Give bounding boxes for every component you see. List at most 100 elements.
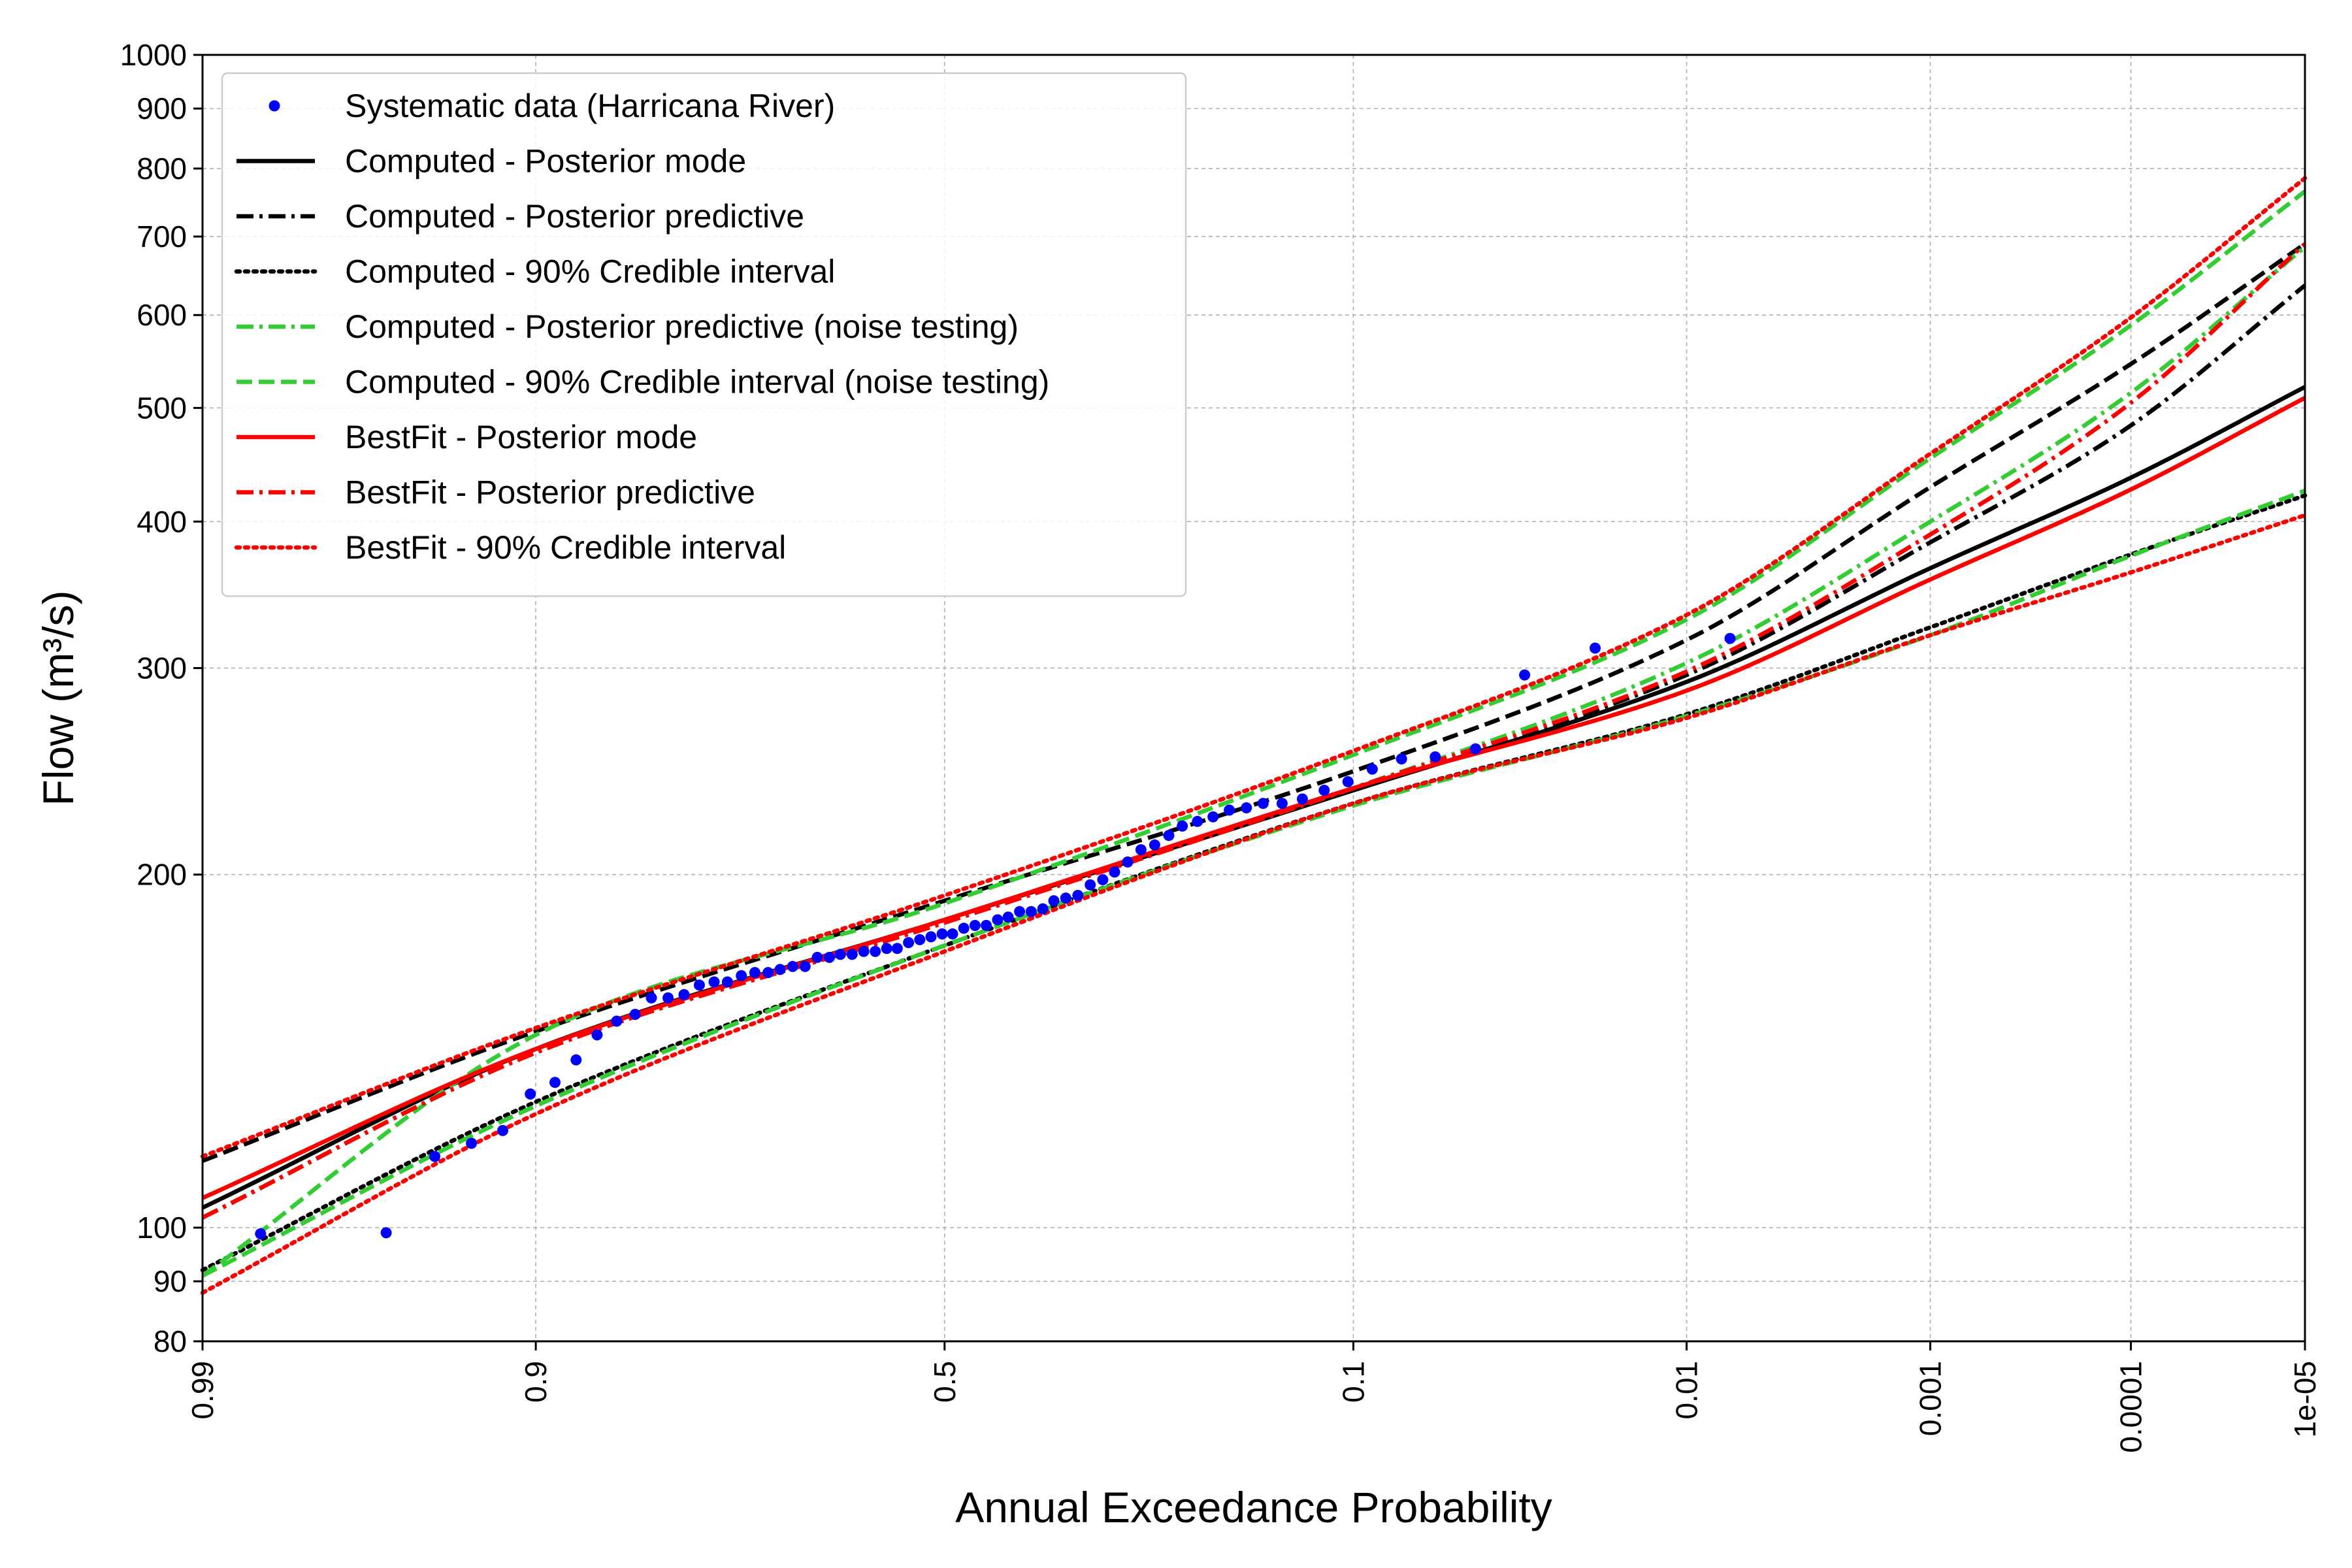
series-lines xyxy=(200,176,2308,1295)
data-point xyxy=(774,964,786,975)
data-point xyxy=(1097,874,1109,885)
data-point xyxy=(693,979,705,991)
axis-ticks: 80 90 100 200 300 400 500 600 700 800 900 1000 0.99 0… xyxy=(120,38,2322,1453)
data-point xyxy=(870,945,881,957)
data-point xyxy=(708,976,720,988)
data-point xyxy=(1025,906,1037,917)
legend-box xyxy=(221,72,1187,597)
data-point xyxy=(1085,879,1096,890)
data-point xyxy=(1590,642,1601,654)
data-point xyxy=(1177,820,1188,832)
data-point xyxy=(969,920,981,931)
legend-label: Computed - Posterior predictive xyxy=(345,198,804,235)
legend-label: Computed - 90% Credible interval (noise … xyxy=(345,364,1049,400)
data-point xyxy=(1014,906,1026,917)
plot-area-frame xyxy=(201,54,2306,1343)
data-point xyxy=(1149,839,1160,851)
x-tick-label: 0.9 xyxy=(519,1361,553,1403)
legend-label: BestFit - 90% Credible interval xyxy=(345,529,786,566)
data-point xyxy=(629,1009,641,1021)
data-point xyxy=(1429,751,1441,762)
data-point xyxy=(662,992,674,1004)
legend-label: BestFit - Posterior mode xyxy=(345,419,697,455)
y-tick-label: 100 xyxy=(137,1211,187,1245)
data-point xyxy=(1037,903,1049,915)
data-point xyxy=(762,967,774,979)
data-point xyxy=(925,931,937,943)
legend-label: Computed - Posterior predictive (noise t… xyxy=(345,308,1019,345)
x-tick-label: 0.5 xyxy=(928,1361,962,1403)
data-point xyxy=(1163,830,1175,841)
y-tick-label: 600 xyxy=(137,298,187,332)
x-tick-label: 0.001 xyxy=(1914,1361,1948,1436)
x-tick-label: 0.1 xyxy=(1336,1361,1370,1403)
legend-marker xyxy=(269,100,280,112)
data-point xyxy=(1257,798,1269,809)
data-point xyxy=(611,1015,623,1027)
series-line-5 xyxy=(201,189,2306,1278)
data-point xyxy=(992,914,1004,926)
legend-label: BestFit - Posterior predictive xyxy=(345,474,755,511)
data-point xyxy=(1109,866,1120,878)
data-point xyxy=(1072,890,1084,901)
data-point xyxy=(1241,802,1252,813)
legend-label: Computed - 90% Credible interval xyxy=(345,253,835,290)
data-point xyxy=(834,949,846,960)
data-point xyxy=(591,1029,603,1041)
y-tick-label: 400 xyxy=(137,504,187,538)
data-point xyxy=(1192,815,1203,827)
x-tick-label: 0.0001 xyxy=(2114,1361,2148,1453)
data-point xyxy=(1396,753,1407,765)
data-point xyxy=(549,1077,561,1088)
data-point xyxy=(645,992,657,1004)
x-tick-label: 1e-05 xyxy=(2288,1361,2322,1438)
data-point xyxy=(497,1124,508,1136)
legend-label: Computed - Posterior mode xyxy=(345,143,746,180)
y-tick-label: 500 xyxy=(137,391,187,425)
data-point xyxy=(947,928,958,939)
data-point xyxy=(858,945,870,957)
y-tick-label: 900 xyxy=(137,91,187,125)
data-point xyxy=(891,943,903,955)
data-point xyxy=(824,951,835,963)
data-point xyxy=(1224,804,1235,816)
y-tick-label: 80 xyxy=(154,1324,187,1358)
data-point xyxy=(255,1228,267,1239)
x-tick-label: 0.01 xyxy=(1670,1361,1704,1420)
data-point xyxy=(1135,844,1147,856)
data-point xyxy=(787,960,798,972)
data-point xyxy=(1366,763,1378,775)
data-point xyxy=(811,951,823,963)
data-point xyxy=(570,1054,582,1066)
data-point xyxy=(1048,895,1060,907)
data-point xyxy=(1470,743,1481,755)
data-point xyxy=(1002,911,1014,923)
data-point xyxy=(1724,632,1736,644)
data-point xyxy=(466,1137,478,1149)
data-point xyxy=(1318,785,1330,796)
legend-label: Systematic data (Harricana River) xyxy=(345,88,835,124)
data-point xyxy=(903,937,915,949)
series-line-9 xyxy=(200,513,2308,1295)
scatter-points xyxy=(255,632,1736,1239)
x-axis-title: Annual Exceedance Probability xyxy=(955,1483,1552,1531)
data-point xyxy=(1276,798,1288,809)
data-point xyxy=(936,928,948,939)
series-line-8 xyxy=(201,242,2307,1220)
data-point xyxy=(958,923,970,934)
data-point xyxy=(799,960,811,972)
data-point xyxy=(525,1088,536,1100)
data-point xyxy=(1519,669,1531,681)
data-point xyxy=(846,949,858,960)
y-tick-label: 300 xyxy=(137,651,187,685)
data-point xyxy=(721,976,733,988)
data-point xyxy=(678,988,690,1000)
data-point xyxy=(380,1227,392,1239)
data-point xyxy=(1060,892,1071,904)
data-point xyxy=(1207,811,1219,823)
y-axis-title: Flow (m³/s) xyxy=(34,591,82,806)
data-point xyxy=(736,970,747,981)
data-point xyxy=(1342,776,1354,787)
y-tick-label: 200 xyxy=(137,858,187,892)
